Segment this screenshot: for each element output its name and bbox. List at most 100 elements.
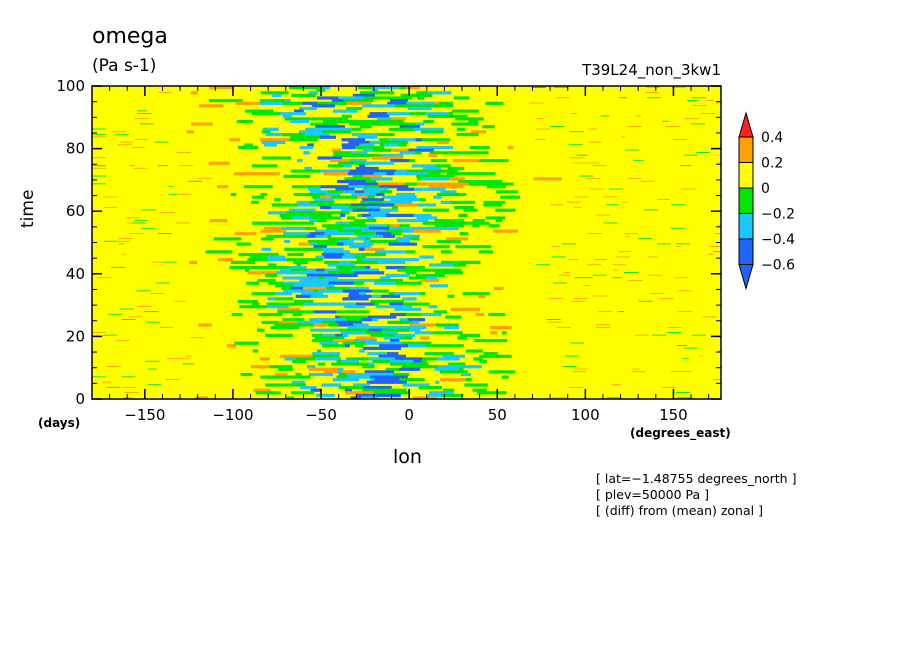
field-cell [369, 378, 375, 382]
field-cell [350, 396, 361, 400]
colorbar-max-arrow [738, 111, 754, 138]
field-cell [408, 344, 426, 348]
field-cell [361, 258, 391, 262]
field-cell [267, 297, 276, 301]
field-cell [405, 112, 410, 116]
field-cell [303, 258, 323, 262]
x-tick-label: 100 [571, 406, 600, 424]
field-cell [309, 219, 317, 223]
colorbar-segment [738, 213, 754, 240]
field-cell [374, 279, 403, 283]
field-cell [261, 140, 286, 144]
field-cell [631, 371, 646, 373]
field-cell [396, 219, 404, 223]
field-cell [296, 320, 322, 324]
field-cell [589, 141, 602, 143]
field-cell [182, 363, 195, 365]
field-cell [379, 344, 408, 348]
field-cell [431, 226, 459, 230]
field-cell [325, 192, 341, 197]
field-cell [444, 331, 463, 335]
field-cell [294, 284, 301, 288]
field-cell [391, 232, 402, 236]
field-cell [413, 213, 432, 217]
field-cell [431, 268, 462, 272]
field-cell [568, 144, 583, 146]
field-cell [386, 104, 395, 108]
field-cell [313, 245, 327, 249]
field-cell [385, 213, 414, 217]
field-cell [342, 255, 355, 259]
field-cell [469, 146, 490, 150]
colorbar-label: 0 [761, 181, 770, 197]
field-cell [394, 292, 421, 296]
field-cell [320, 206, 332, 210]
field-cell [483, 200, 506, 204]
field-cell [390, 339, 400, 343]
field-cell [343, 99, 357, 103]
field-cell [390, 159, 410, 163]
field-cell [536, 128, 551, 130]
field-cell [247, 258, 268, 262]
field-cell [603, 222, 618, 224]
field-cell [636, 115, 641, 117]
field-cell [430, 104, 454, 108]
field-cell [370, 177, 393, 181]
field-cell [551, 256, 566, 258]
field-cell [402, 268, 422, 272]
field-cell [362, 388, 380, 392]
field-cell [154, 141, 169, 143]
field-cell [348, 331, 366, 335]
field-cell [145, 360, 160, 362]
field-cell [476, 221, 490, 225]
field-cell [247, 271, 276, 275]
field-cell [417, 203, 437, 207]
field-cell [428, 263, 454, 267]
field-cell [416, 146, 440, 150]
field-cell [337, 179, 367, 184]
field-cell [356, 258, 362, 262]
field-cell [553, 86, 568, 88]
field-cell [674, 277, 689, 279]
field-cell [296, 263, 301, 267]
field-cell [341, 138, 357, 142]
field-cell [155, 282, 170, 284]
field-cell [445, 221, 453, 225]
field-cell [392, 372, 410, 377]
field-cell [501, 375, 509, 379]
field-cell [388, 242, 417, 246]
field-cell [292, 216, 313, 220]
field-cell [141, 209, 156, 211]
field-cell [487, 339, 508, 343]
field-cell [391, 148, 409, 152]
field-cell [479, 354, 489, 358]
field-cell [388, 127, 415, 131]
field-cell [290, 119, 310, 124]
field-cell [274, 112, 281, 116]
field-cell [410, 237, 420, 241]
field-cell [121, 253, 127, 255]
field-cell [285, 99, 291, 103]
field-cell [289, 266, 307, 270]
field-cell [659, 298, 674, 300]
field-cell [440, 260, 466, 264]
field-cell [229, 138, 241, 142]
field-cell [380, 190, 393, 194]
field-cell [362, 148, 374, 152]
field-cell [353, 119, 380, 124]
field-cell [369, 239, 399, 244]
field-cell [395, 281, 422, 285]
field-cell [666, 126, 680, 127]
x-tick-label: −150 [124, 406, 165, 424]
field-cell [365, 331, 384, 335]
field-cell [341, 119, 354, 124]
field-cell [281, 302, 304, 306]
field-cell [159, 326, 174, 328]
field-cell [234, 232, 257, 236]
field-cell [343, 226, 369, 230]
field-cell [457, 336, 467, 340]
field-cell [355, 344, 364, 348]
field-cell [402, 305, 413, 309]
field-cell [399, 224, 410, 228]
field-cell [370, 299, 396, 304]
